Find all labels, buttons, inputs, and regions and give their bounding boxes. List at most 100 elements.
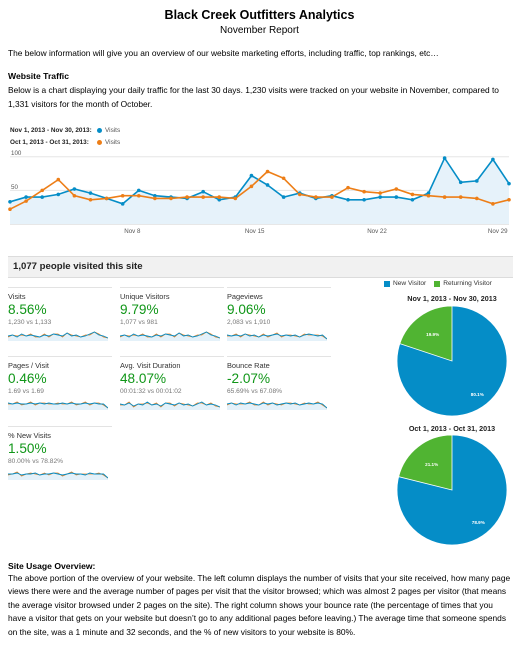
sparkline-current xyxy=(8,402,108,409)
metric-value: 9.06% xyxy=(227,302,266,317)
metric-comparison: 65.69% vs 67.08% xyxy=(227,388,282,395)
metric-comparison: 80.00% vs 78.82% xyxy=(8,458,63,465)
pie-chart-current: 19.9% 80.1% xyxy=(396,305,508,417)
metric-comparison: 1,230 vs 1,133 xyxy=(8,319,52,326)
legend-row-current: Nov 1, 2013 - Nov 30, 2013: Visits xyxy=(10,126,120,135)
pie-slice-returning-visitor xyxy=(398,434,453,491)
legend-label-current: Visits xyxy=(105,127,121,134)
series-previous-point xyxy=(40,188,44,193)
pie-legend: New Visitor Returning Visitor xyxy=(384,280,492,287)
series-current-point xyxy=(281,195,286,199)
site-usage-text: The above portion of the overview of you… xyxy=(8,573,511,637)
series-current-point xyxy=(362,197,366,202)
intro-text: The below information will give you an o… xyxy=(8,48,439,58)
returning-visitor-legend-label: Returning Visitor xyxy=(443,280,492,287)
traffic-line-chart: 100 50 Nov 8 Nov 15 Nov 22 Nov 29 xyxy=(8,150,511,235)
website-traffic-text: Below is a chart displaying your daily t… xyxy=(8,85,499,109)
sparkline-area xyxy=(120,332,220,341)
metric-card[interactable]: % New Visits 1.50% 80.00% vs 78.82% xyxy=(8,426,112,491)
sparkline-current xyxy=(120,401,220,408)
series-current-point xyxy=(475,179,479,183)
legend-range-current: Nov 1, 2013 - Nov 30, 2013: xyxy=(10,127,92,134)
series-previous-point xyxy=(475,196,479,201)
series-previous-point xyxy=(104,196,109,201)
series-previous-point xyxy=(410,192,415,197)
pie-label-new: 80.1% xyxy=(471,392,484,397)
metric-comparison: 1.69 vs 1.69 xyxy=(8,388,44,395)
metric-sparkline xyxy=(227,401,327,410)
metric-name: Bounce Rate xyxy=(227,361,270,370)
x-tick-label: Nov 22 xyxy=(367,228,387,235)
series-current-point xyxy=(426,191,431,195)
metric-card[interactable]: Avg. Visit Duration 48.07% 00:01:32 vs 00:… xyxy=(120,356,224,421)
sparkline-current xyxy=(227,402,327,409)
new-visitor-legend-label: New Visitor xyxy=(393,280,427,287)
report-subtitle: November Report xyxy=(220,25,299,36)
metric-value: 8.56% xyxy=(8,302,47,317)
series-previous-point xyxy=(56,177,61,182)
series-previous-line xyxy=(9,170,510,210)
metric-comparison: 1,077 vs 981 xyxy=(120,319,158,326)
series-current-point xyxy=(265,183,270,187)
metric-name: Unique Visitors xyxy=(120,292,170,301)
pie-title-current: Nov 1, 2013 - Nov 30, 2013 xyxy=(407,294,497,303)
metric-card[interactable]: Pageviews 9.06% 2,083 vs 1,910 xyxy=(227,287,331,352)
series-current-point xyxy=(458,180,463,185)
series-current-point xyxy=(120,202,125,206)
metric-sparkline xyxy=(8,331,108,341)
series-previous-point xyxy=(346,185,350,190)
metric-value: 9.79% xyxy=(120,302,159,317)
series-current-point xyxy=(394,195,399,199)
sparkline-current xyxy=(8,472,108,479)
series-previous-point xyxy=(378,191,383,195)
series-current-point xyxy=(346,197,350,202)
series-previous-point xyxy=(265,169,270,174)
series-previous-point xyxy=(8,207,12,211)
series-current-point xyxy=(24,195,28,199)
series-previous-point xyxy=(281,176,286,181)
metric-name: Pages / Visit xyxy=(8,361,49,370)
series-previous-point xyxy=(120,193,125,198)
metric-name: Pageviews xyxy=(227,292,263,301)
metric-sparkline xyxy=(120,401,220,410)
series-current-point xyxy=(136,188,141,193)
pie-label-returning: 19.9% xyxy=(426,332,439,337)
legend-dot-current xyxy=(97,128,102,133)
website-traffic-heading: Website Traffic xyxy=(8,71,69,81)
metric-card[interactable]: Pages / Visit 0.46% 1.69 vs 1.69 xyxy=(8,356,112,421)
series-previous-point xyxy=(24,199,28,203)
returning-visitor-swatch xyxy=(434,280,441,287)
series-previous-point xyxy=(507,197,511,202)
sparkline-area xyxy=(8,332,108,341)
series-current-area xyxy=(10,158,509,224)
pie-slice-returning-visitor xyxy=(399,305,453,362)
metric-card[interactable]: Visits 8.56% 1,230 vs 1,133 xyxy=(8,287,112,352)
series-current-point xyxy=(8,200,12,204)
pie-label-new: 78.9% xyxy=(472,520,485,525)
series-previous-point xyxy=(442,195,447,199)
series-previous-point xyxy=(233,196,238,201)
metric-card[interactable]: Bounce Rate -2.07% 65.69% vs 67.08% xyxy=(227,356,331,421)
metric-comparison: 2,083 vs 1,910 xyxy=(227,319,271,326)
visitors-summary-bar: 1,077 people visited this site xyxy=(8,256,513,278)
series-previous-point xyxy=(72,193,77,198)
metric-sparkline xyxy=(8,401,108,410)
new-visitor-swatch xyxy=(384,280,390,287)
series-current-point xyxy=(40,195,44,199)
y-tick-label: 100 xyxy=(11,150,22,157)
site-usage-heading: Site Usage Overview: xyxy=(8,561,96,571)
series-previous-point xyxy=(88,197,93,202)
sparkline-area xyxy=(8,403,108,410)
series-current-point xyxy=(56,192,61,197)
y-tick-label: 50 xyxy=(11,184,18,191)
metric-name: % New Visits xyxy=(8,431,51,440)
series-current-point xyxy=(88,191,93,195)
series-previous-point xyxy=(426,193,431,198)
series-current-point xyxy=(507,181,511,186)
visitors-headline: 1,077 people visited this site xyxy=(13,261,143,272)
legend-label-previous: Visits xyxy=(105,139,121,146)
metric-card[interactable]: Unique Visitors 9.79% 1,077 vs 981 xyxy=(120,287,224,352)
series-current-point xyxy=(72,187,77,191)
series-previous-point xyxy=(297,192,302,197)
pie-label-returning: 21.1% xyxy=(425,462,438,467)
